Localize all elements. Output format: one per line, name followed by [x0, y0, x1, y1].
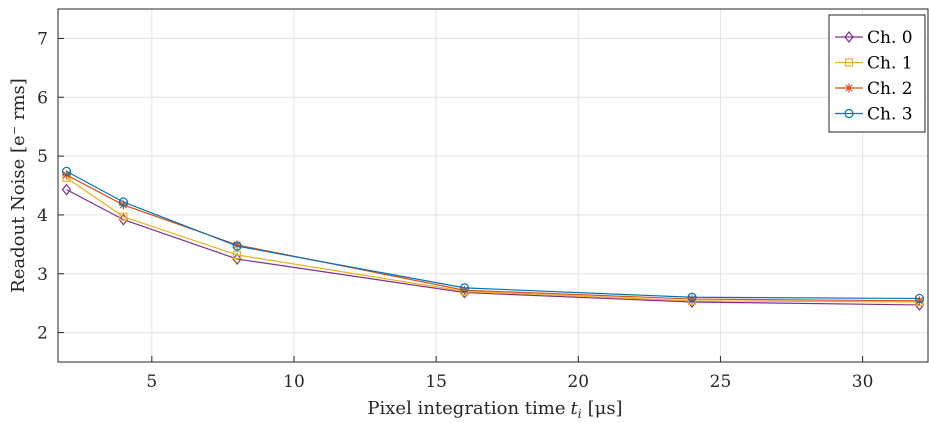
axis-ticks: 5 10 15 20 25 30 2 3 4 5 6 7 — [37, 29, 873, 392]
legend-marker — [844, 108, 854, 119]
legend-marker — [844, 58, 854, 67]
x-tick-label: 25 — [710, 372, 732, 392]
data-point — [687, 294, 697, 304]
data-point — [687, 292, 697, 302]
y-tick-label: 4 — [37, 206, 48, 226]
x-tick-label: 15 — [425, 372, 447, 392]
data-point — [61, 166, 72, 176]
y-tick-label: 7 — [37, 29, 48, 49]
x-tick-label: 5 — [146, 372, 157, 392]
x-tick-label: 10 — [283, 372, 305, 392]
data-point — [118, 200, 128, 210]
x-axis-label: Pixel integration time ti [μs] — [367, 398, 622, 421]
series-1 — [62, 173, 924, 307]
data-point — [61, 183, 72, 196]
legend-item: Ch. 2 — [835, 79, 913, 99]
legend-marker — [844, 31, 854, 43]
legend-label: Ch. 3 — [867, 105, 913, 125]
legend: Ch. 0 Ch. 1 Ch. 2 Ch. 3 — [828, 14, 926, 133]
legend-label: Ch. 2 — [867, 79, 913, 99]
x-axis-label-var: t — [571, 398, 579, 419]
legend-marker — [844, 83, 854, 93]
series-2 — [62, 170, 924, 306]
data-point — [914, 296, 924, 306]
x-axis-label-unit: [μs] — [588, 398, 623, 419]
x-tick-label: 30 — [852, 372, 874, 392]
y-tick-label: 3 — [37, 265, 48, 285]
data-point — [232, 241, 242, 251]
data-point — [233, 250, 242, 260]
y-tick-label: 6 — [37, 88, 48, 108]
series-3 — [61, 166, 925, 304]
data-point — [232, 253, 242, 266]
y-tick-label: 2 — [37, 324, 48, 344]
grid-lines — [58, 9, 928, 362]
data-point — [118, 197, 128, 207]
series-line — [66, 189, 920, 306]
x-axis-label-text: Pixel integration time — [367, 398, 565, 419]
legend-item: Ch. 3 — [835, 105, 913, 125]
data-point — [232, 240, 242, 250]
legend-item: Ch. 0 — [835, 28, 913, 48]
x-axis-label-sub: i — [578, 407, 582, 421]
series-line — [66, 170, 920, 300]
x-tick-label: 20 — [567, 372, 589, 392]
data-point — [460, 285, 470, 295]
legend-label: Ch. 1 — [867, 54, 913, 74]
plot-frame — [57, 8, 929, 363]
series-line — [66, 177, 920, 303]
data-point — [459, 283, 470, 293]
y-axis-label: Readout Noise [e⁻ rms] — [8, 78, 29, 293]
series-line — [66, 174, 920, 302]
legend-label: Ch. 0 — [867, 28, 913, 48]
series-layer — [61, 166, 925, 311]
data-point — [119, 212, 128, 221]
data-point — [914, 293, 925, 304]
legend-item: Ch. 1 — [835, 54, 913, 74]
y-tick-label: 5 — [37, 147, 48, 167]
